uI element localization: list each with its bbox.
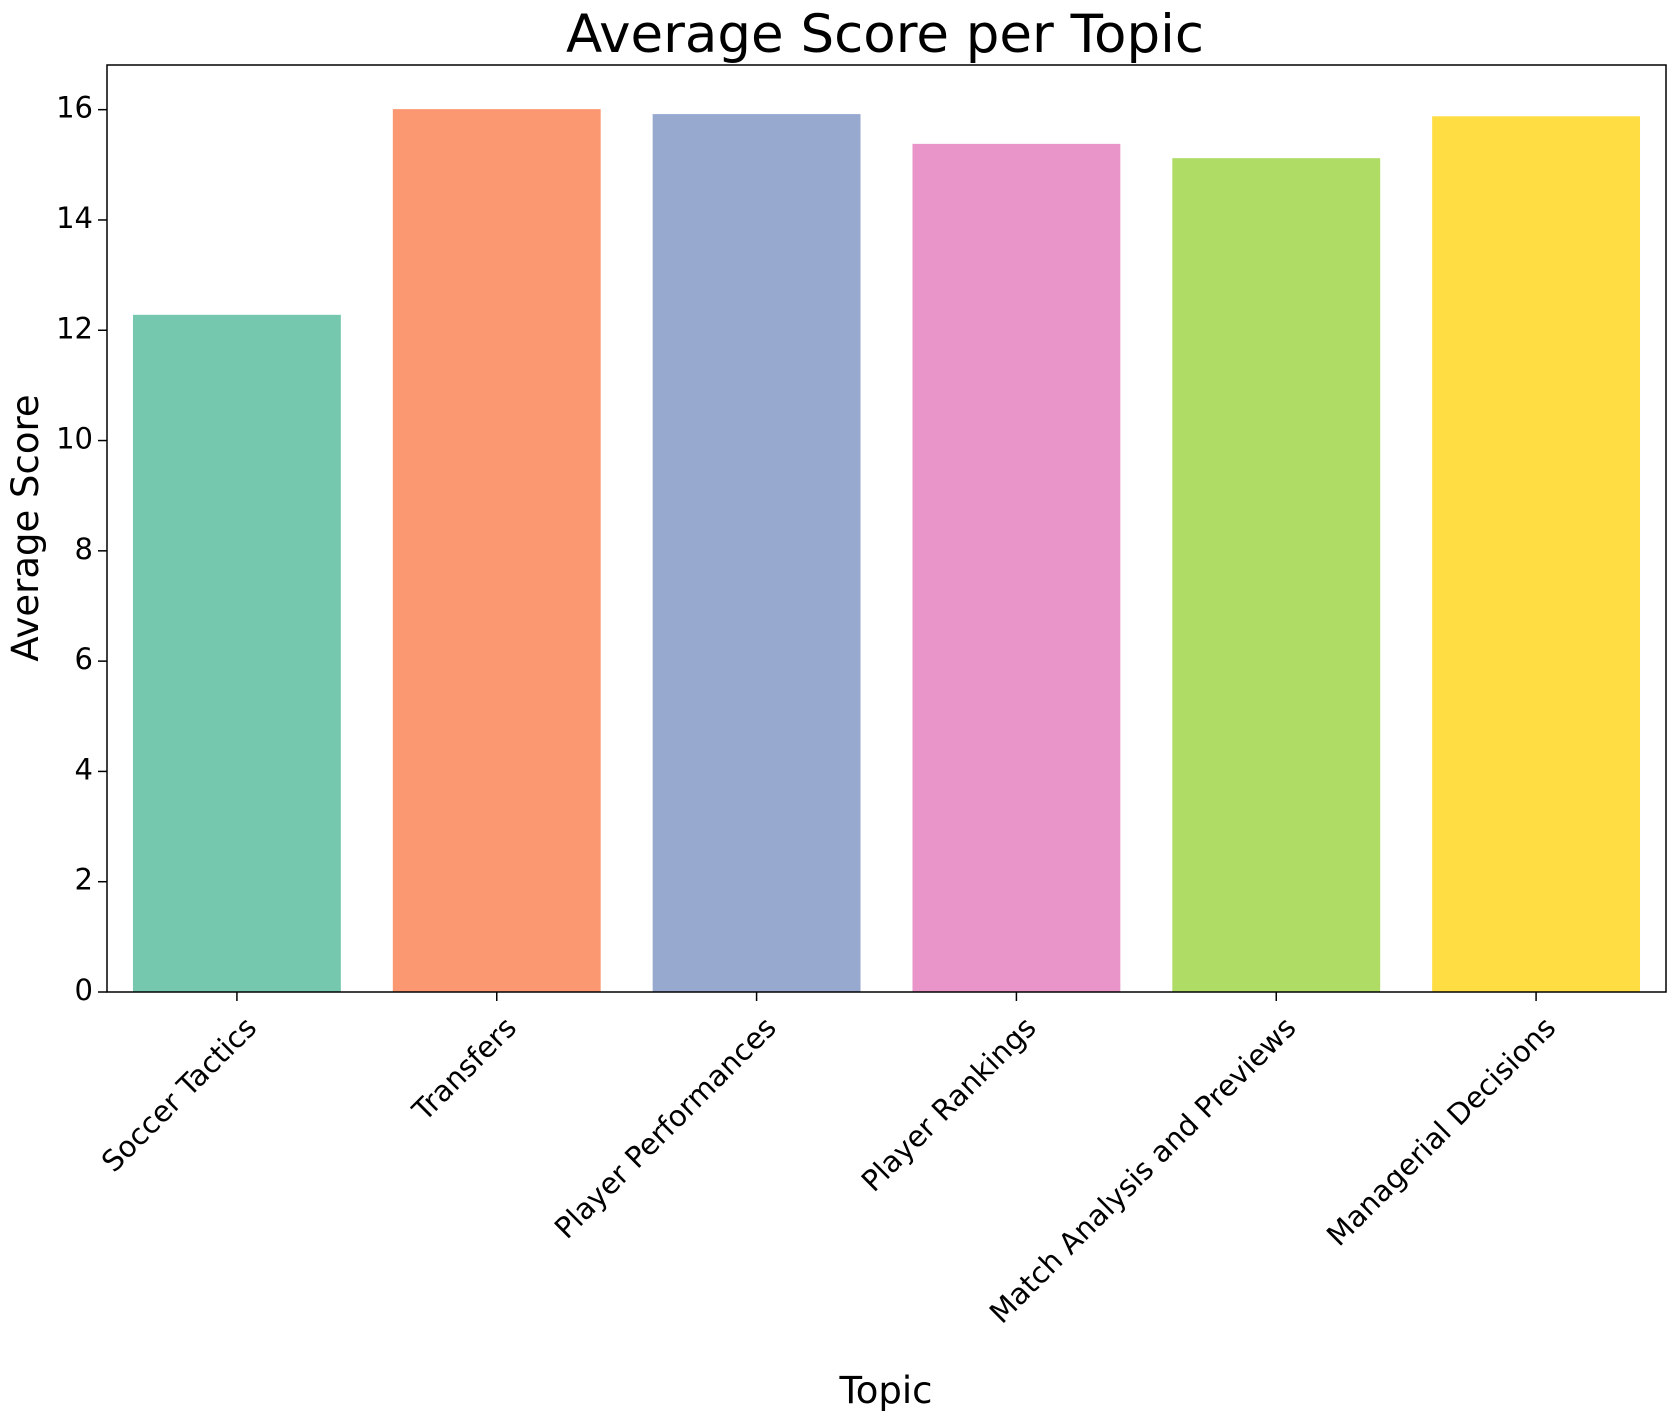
x-axis-label: Topic	[838, 1369, 932, 1412]
bar-2	[652, 114, 861, 992]
y-tick-label: 6	[75, 642, 93, 676]
plot-frame	[106, 64, 1667, 993]
bars-group	[132, 109, 1641, 993]
y-tick-label: 10	[56, 422, 93, 456]
bar-3	[912, 143, 1121, 993]
bar-1	[392, 109, 601, 993]
y-tick-label: 12	[56, 311, 93, 345]
y-axis-label: Average Score	[4, 394, 47, 661]
y-tick-label: 0	[75, 973, 93, 1007]
y-tick-label: 4	[75, 752, 93, 786]
y-tick-label: 14	[56, 201, 93, 235]
bar-0	[132, 314, 341, 992]
bar-5	[1432, 116, 1641, 993]
y-tick-label: 16	[56, 91, 93, 125]
y-axis-ticks: 0 2 4 6 8 10 12 14 16	[56, 91, 107, 1007]
chart-title: Average Score per Topic	[566, 4, 1204, 65]
y-tick-label: 2	[75, 863, 93, 897]
y-tick-label: 8	[75, 532, 93, 566]
bar-4	[1172, 158, 1381, 993]
